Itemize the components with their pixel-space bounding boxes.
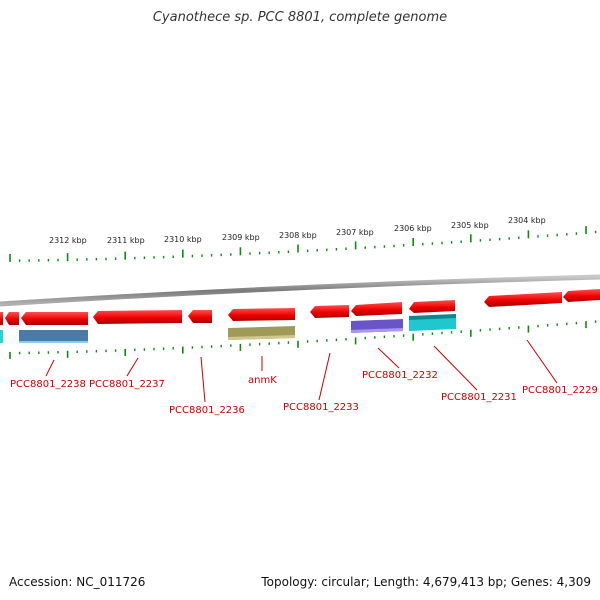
- gene-label-2233[interactable]: PCC8801_2233: [283, 402, 359, 413]
- ruler-label-2312: 2312 kbp: [49, 236, 87, 245]
- ruler-label-2305: 2305 kbp: [451, 221, 489, 230]
- gene-label-anmk[interactable]: anmK: [248, 375, 277, 386]
- genome-title: Cyanothece sp. PCC 8801, complete genome: [152, 10, 448, 25]
- ruler-labels: 2312 kbp 2311 kbp 2310 kbp 2309 kbp 2308…: [49, 216, 546, 245]
- feature-block-violet-shade: [351, 328, 403, 333]
- gene-label-2238[interactable]: PCC8801_2238: [10, 379, 86, 390]
- gene-label-2232[interactable]: PCC8801_2232: [362, 370, 438, 381]
- ruler-label-2304: 2304 kbp: [508, 216, 546, 225]
- gene-arrow[interactable]: [228, 308, 295, 321]
- genome-summary-text: Topology: circular; Length: 4,679,413 bp…: [261, 575, 591, 589]
- gene-arrow[interactable]: [351, 302, 402, 316]
- gene-arrow[interactable]: [93, 310, 182, 324]
- forward-strand-genes: [0, 289, 600, 325]
- gene-arrow[interactable]: [563, 289, 600, 302]
- ruler-label-2310: 2310 kbp: [164, 235, 202, 244]
- genome-backbone: [0, 274, 600, 307]
- gene-arrow[interactable]: [21, 312, 88, 325]
- feature-block-cyan[interactable]: [0, 330, 3, 343]
- ruler-label-2309: 2309 kbp: [222, 233, 260, 242]
- inner-tick-ring: [9, 320, 597, 359]
- ruler-label-2311: 2311 kbp: [107, 236, 145, 245]
- feature-block-lightblue-line: [19, 341, 88, 343]
- gene-label-2236[interactable]: PCC8801_2236: [169, 405, 245, 416]
- gene-arrow[interactable]: [188, 310, 212, 323]
- ruler-label-2308: 2308 kbp: [279, 231, 317, 240]
- gene-label-2229[interactable]: PCC8801_2229: [522, 385, 598, 396]
- gene-arrow[interactable]: [5, 312, 19, 325]
- gene-arrow[interactable]: [0, 312, 3, 325]
- feature-block-steelblue[interactable]: [19, 330, 88, 343]
- feature-block-teal[interactable]: [409, 316, 456, 331]
- label-leader-lines: [45, 339, 558, 403]
- feature-block-olive-shade: [228, 335, 295, 340]
- gene-labels: PCC8801_2238 PCC8801_2237 PCC8801_2236 a…: [10, 370, 598, 416]
- ruler-label-2306: 2306 kbp: [394, 224, 432, 233]
- ruler-label-2307: 2307 kbp: [336, 228, 374, 237]
- accession-text: Accession: NC_011726: [9, 575, 146, 589]
- feature-block-teal-shade: [409, 314, 456, 320]
- gene-label-2231[interactable]: PCC8801_2231: [441, 392, 517, 403]
- gene-arrow[interactable]: [310, 305, 349, 318]
- outer-tick-ring: [9, 226, 597, 262]
- gene-label-2237[interactable]: PCC8801_2237: [89, 379, 165, 390]
- gene-arrow[interactable]: [409, 300, 455, 313]
- feature-blocks: [0, 314, 456, 343]
- gene-arrow[interactable]: [484, 292, 562, 307]
